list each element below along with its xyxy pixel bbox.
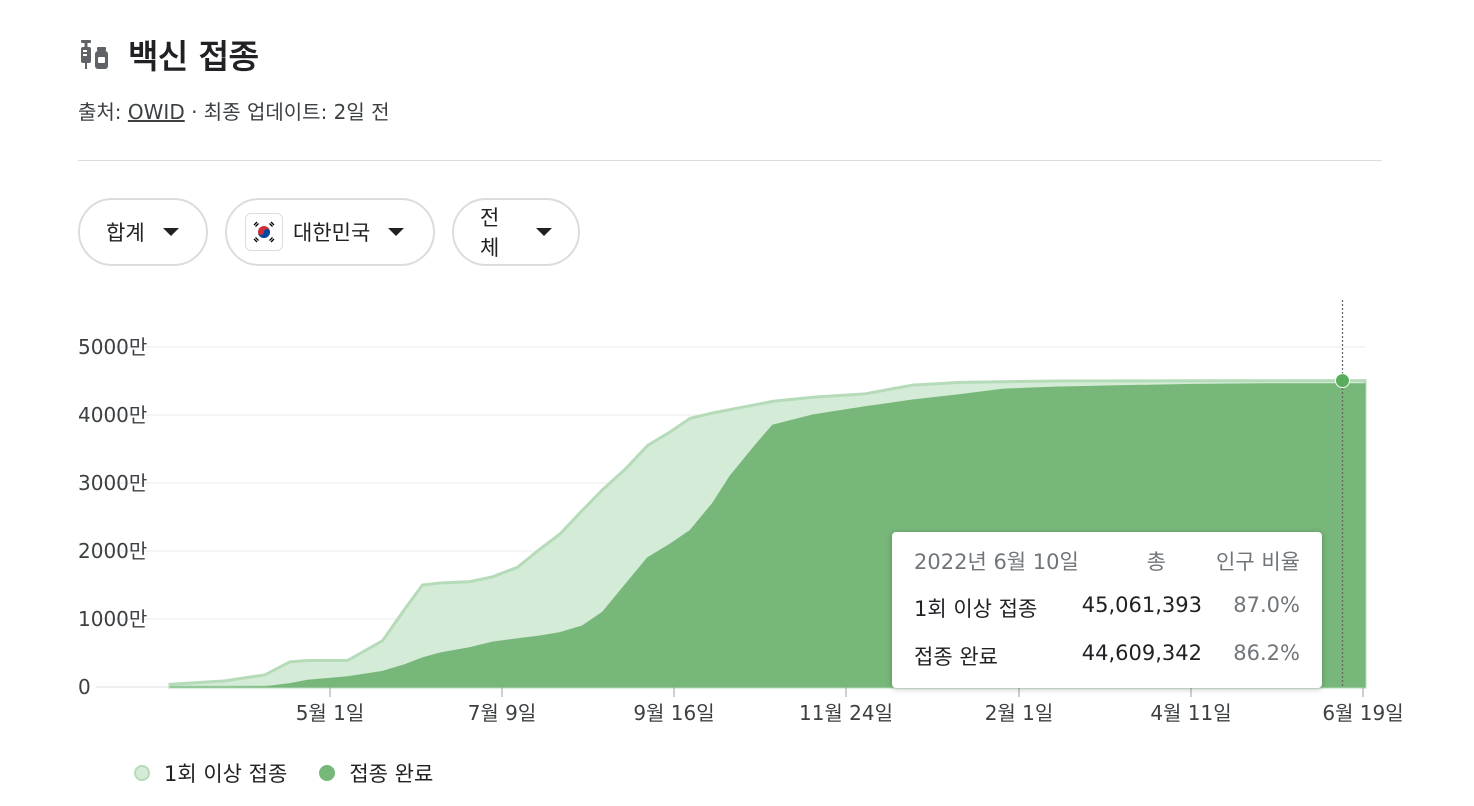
- tooltip-row: 접종 완료 44,609,342 86.2%: [914, 641, 1300, 671]
- south-korea-flag-icon: [245, 213, 283, 251]
- x-tick-label: 4월 11일: [1150, 701, 1231, 725]
- y-tick-label: 1000만: [78, 607, 147, 631]
- tooltip-row-ratio: 87.0%: [1233, 593, 1300, 617]
- header-divider: [78, 160, 1382, 161]
- tooltip-col-total: 총: [1146, 550, 1166, 574]
- y-tick-label: 0: [78, 675, 91, 699]
- highlight-point: [1335, 373, 1350, 389]
- x-tick-label: 5월 1일: [296, 701, 365, 725]
- chart-tooltip: 2022년 6월 10일 총 인구 비율 1회 이상 접종 45,061,393…: [892, 532, 1322, 688]
- tooltip-row-label: 1회 이상 접종: [914, 597, 1038, 621]
- metric-dropdown[interactable]: 합계: [78, 198, 208, 266]
- last-updated: · 최종 업데이트: 2일 전: [184, 100, 390, 124]
- country-dropdown[interactable]: 대한민국: [225, 198, 435, 266]
- x-tick-label: 7월 9일: [468, 701, 537, 725]
- tooltip-row: 1회 이상 접종 45,061,393 87.0%: [914, 593, 1300, 623]
- tooltip-header-row: 2022년 6월 10일 총 인구 비율: [914, 546, 1300, 576]
- caret-down-icon: [536, 228, 552, 236]
- tooltip-row-total: 45,061,393: [1081, 593, 1202, 617]
- legend-swatch: [319, 765, 336, 781]
- tooltip-col-ratio: 인구 비율: [1216, 550, 1300, 574]
- page-title: 백신 접종: [128, 37, 259, 76]
- chart-header: 백신 접종 출처: OWID · 최종 업데이트: 2일 전: [78, 30, 390, 125]
- y-tick-label: 4000만: [78, 403, 147, 427]
- tooltip-row-ratio: 86.2%: [1233, 641, 1300, 665]
- x-tick-label: 11월 24일: [799, 701, 893, 725]
- y-tick-label: 2000만: [78, 539, 147, 563]
- legend-label: 접종 완료: [349, 762, 434, 786]
- x-tick-label: 2월 1일: [985, 701, 1054, 725]
- tooltip-date: 2022년 6월 10일: [914, 550, 1079, 574]
- legend-item-first-dose[interactable]: 1회 이상 접종: [134, 758, 287, 788]
- caret-down-icon: [162, 228, 179, 236]
- y-tick-label: 3000만: [78, 471, 147, 495]
- legend-label: 1회 이상 접종: [164, 762, 288, 786]
- source-line: 출처: OWID · 최종 업데이트: 2일 전: [78, 96, 390, 125]
- metric-dropdown-label: 합계: [106, 221, 145, 245]
- legend-item-fully-vaccinated[interactable]: 접종 완료: [319, 758, 433, 788]
- source-link[interactable]: OWID: [127, 100, 185, 124]
- caret-down-icon: [388, 228, 405, 236]
- tooltip-row-total: 44,609,342: [1081, 641, 1202, 665]
- y-tick-label: 5000만: [78, 335, 147, 359]
- period-dropdown[interactable]: 전체: [452, 198, 580, 266]
- x-tick-label: 9월 16일: [633, 701, 714, 725]
- filter-bar: 합계 대한민국 전체: [78, 198, 580, 266]
- x-tick-label: 6월 19일: [1322, 701, 1403, 725]
- tooltip-row-label: 접종 완료: [914, 645, 998, 669]
- legend-swatch: [134, 765, 150, 781]
- period-dropdown-label: 전체: [480, 206, 500, 260]
- syringe-vial-icon: [78, 36, 114, 72]
- country-dropdown-label: 대한민국: [293, 221, 371, 245]
- chart-legend: 1회 이상 접종 접종 완료: [134, 758, 433, 788]
- source-prefix: 출처:: [78, 100, 128, 124]
